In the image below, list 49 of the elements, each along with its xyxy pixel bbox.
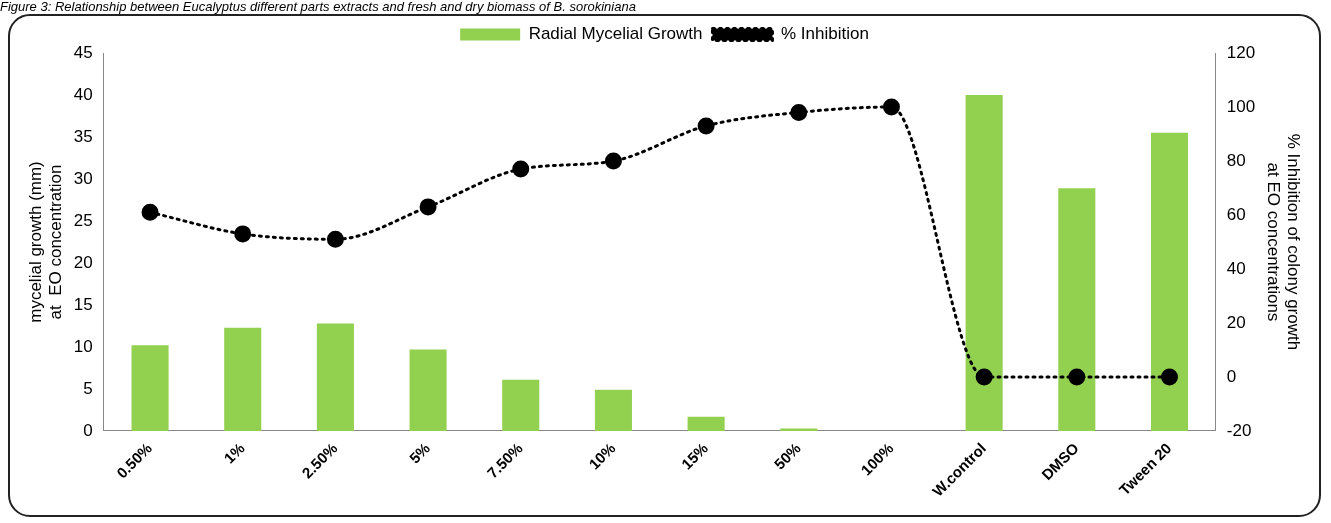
point (326, 230, 344, 248)
bar (687, 416, 725, 431)
point (1068, 368, 1086, 386)
point (512, 160, 530, 178)
point (604, 152, 622, 170)
x-tick-label: 50% (770, 439, 804, 473)
y-tick-label: 25 (73, 210, 93, 230)
y-tick-label: 45 (73, 42, 93, 62)
legend-label: % Inhibition (780, 24, 869, 44)
y2-tick-label: 40 (1226, 258, 1246, 278)
y-tick-label: 0 (83, 420, 93, 440)
point (234, 225, 252, 243)
bar (1058, 188, 1096, 431)
y2-tick-label: 20 (1226, 312, 1246, 332)
y-tick-label: 20 (73, 252, 93, 272)
y2-tick-label: 120 (1226, 42, 1256, 62)
x-tick-label: 1% (220, 439, 248, 467)
y2-tick-label: 100 (1226, 96, 1256, 116)
y-tick-label: 10 (73, 336, 93, 356)
bar (316, 323, 354, 431)
y-tick-label: 30 (73, 168, 93, 188)
y-tick-label: 35 (73, 126, 93, 146)
legend-label: Radial Mycelial Growth (528, 24, 703, 44)
bar (409, 349, 447, 431)
point (790, 103, 808, 121)
bar (780, 428, 818, 431)
point (1161, 368, 1178, 386)
point (975, 368, 993, 386)
bar (1150, 132, 1189, 431)
y2-tick-label: 60 (1226, 204, 1246, 224)
y-tick-label: 5 (83, 378, 93, 398)
point (697, 117, 715, 135)
y2-tick-label: 80 (1226, 150, 1246, 170)
x-tick-label: 5% (405, 439, 434, 467)
y-axis-title: mycelial growth (mm) at EO concentration (25, 161, 66, 323)
bar (502, 379, 540, 431)
y-tick-label: 40 (73, 84, 93, 104)
y2-tick-label: 0 (1226, 366, 1237, 386)
y2-tick-label: -20 (1226, 420, 1252, 440)
bar (594, 389, 632, 431)
chart-title: Figure 3: Relationship between Eucalyptus different parts extracts and fresh and dry biomass of B. sorokiniana (0, 0, 637, 14)
point (882, 98, 900, 116)
y-tick-label: 15 (73, 294, 93, 314)
point (419, 198, 437, 216)
point (141, 203, 159, 221)
bar (965, 95, 1003, 431)
y2-axis-title: % Inhibition of colony growth at EO concentrations (1263, 133, 1304, 351)
bar (224, 327, 262, 431)
bar (131, 345, 169, 431)
